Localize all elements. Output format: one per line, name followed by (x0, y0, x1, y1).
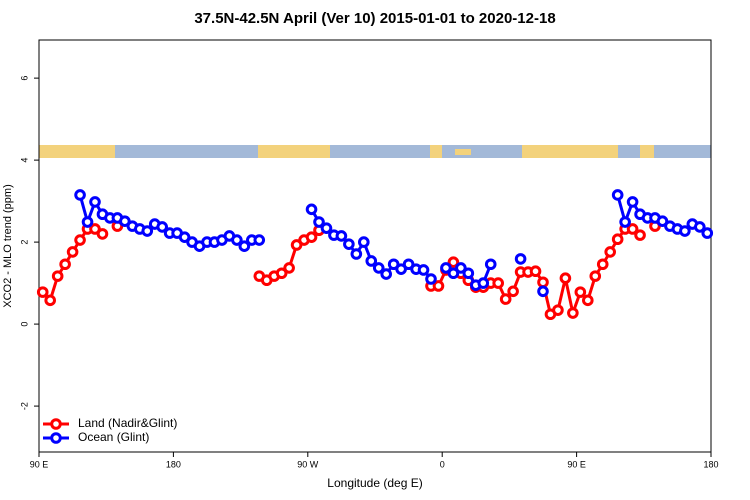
data-point (694, 221, 706, 233)
data-point (290, 239, 303, 251)
x-tick-label: 90 E (567, 459, 586, 469)
data-point (567, 307, 579, 319)
land-band (258, 145, 330, 158)
data-point (313, 216, 325, 228)
data-point (36, 286, 49, 298)
x-axis-label: Longitude (deg E) (327, 476, 422, 490)
data-point (559, 272, 572, 284)
legend-marker (50, 418, 62, 430)
data-point (611, 233, 624, 246)
data-point (447, 267, 460, 280)
data-point (305, 231, 318, 243)
data-point (81, 216, 94, 228)
data-point (89, 223, 101, 235)
data-point (238, 240, 251, 253)
legend-label: Land (Nadir&Glint) (78, 416, 177, 430)
y-tick-label: 0 (19, 322, 29, 327)
data-point (335, 230, 348, 242)
data-point (499, 293, 512, 305)
x-tick-label: 180 (166, 459, 181, 469)
data-point (440, 262, 452, 274)
land-band (430, 145, 442, 158)
data-point (231, 234, 243, 246)
plot-frame (38, 39, 712, 453)
data-point (432, 280, 445, 292)
data-point (372, 262, 385, 274)
data-point (477, 277, 490, 289)
data-point (679, 225, 691, 237)
data-point (141, 225, 154, 237)
data-point (462, 267, 475, 280)
data-point (119, 215, 131, 227)
data-point (380, 268, 393, 280)
data-point (275, 267, 288, 280)
y-tick-label: 2 (19, 240, 29, 245)
data-point (74, 189, 86, 201)
y-tick-label: 4 (19, 158, 29, 163)
data-point (387, 258, 400, 271)
data-point (417, 264, 430, 276)
data-point (589, 270, 602, 282)
data-point (320, 222, 333, 234)
data-point (484, 258, 497, 271)
data-point (305, 203, 318, 216)
data-point (156, 221, 168, 233)
land-band (522, 145, 618, 158)
data-point (447, 256, 460, 268)
data-point (343, 238, 355, 250)
data-point (492, 277, 505, 289)
x-tick-label: 90 W (297, 459, 319, 469)
data-point (701, 227, 714, 239)
y-tick-label: -2 (19, 402, 29, 410)
data-point (455, 262, 467, 274)
data-point (537, 276, 549, 289)
data-point (178, 231, 191, 243)
data-point (59, 258, 71, 271)
data-point (74, 234, 86, 246)
data-point (582, 294, 594, 307)
x-tick-label: 180 (703, 459, 718, 469)
data-point (402, 258, 415, 271)
chart-title: 37.5N-42.5N April (Ver 10) 2015-01-01 to… (194, 10, 555, 27)
data-point (358, 236, 370, 248)
data-point (604, 246, 617, 258)
map-strip (39, 145, 711, 158)
x-tick-label: 90 E (30, 459, 49, 469)
data-point (66, 246, 79, 258)
data-point (596, 258, 609, 271)
data-point (619, 216, 631, 228)
data-point (626, 223, 639, 235)
data-point (283, 262, 295, 274)
data-point (253, 234, 266, 246)
data-point (425, 273, 437, 285)
data-point (529, 265, 542, 278)
data-point (365, 255, 378, 267)
data-point (514, 253, 527, 265)
data-point (626, 196, 639, 208)
data-point (350, 248, 363, 260)
data-point (507, 285, 519, 298)
data-point (51, 270, 64, 282)
y-tick-label: 6 (19, 76, 29, 81)
x-tick-label: 0 (440, 459, 445, 469)
data-point (96, 228, 109, 240)
data-point (611, 189, 624, 201)
land-band (455, 149, 471, 155)
land-band (39, 145, 115, 158)
data-point (89, 196, 101, 208)
legend-label: Ocean (Glint) (78, 430, 149, 444)
legend-marker (50, 432, 62, 444)
land-band (640, 145, 654, 158)
data-point (634, 229, 646, 241)
data-point (656, 215, 669, 227)
data-point (537, 285, 549, 298)
data-point (44, 294, 57, 307)
data-point (395, 263, 407, 275)
y-axis-label: XCO2 - MLO trend (ppm) (2, 184, 14, 307)
data-point (574, 286, 587, 298)
data-point (552, 304, 564, 316)
